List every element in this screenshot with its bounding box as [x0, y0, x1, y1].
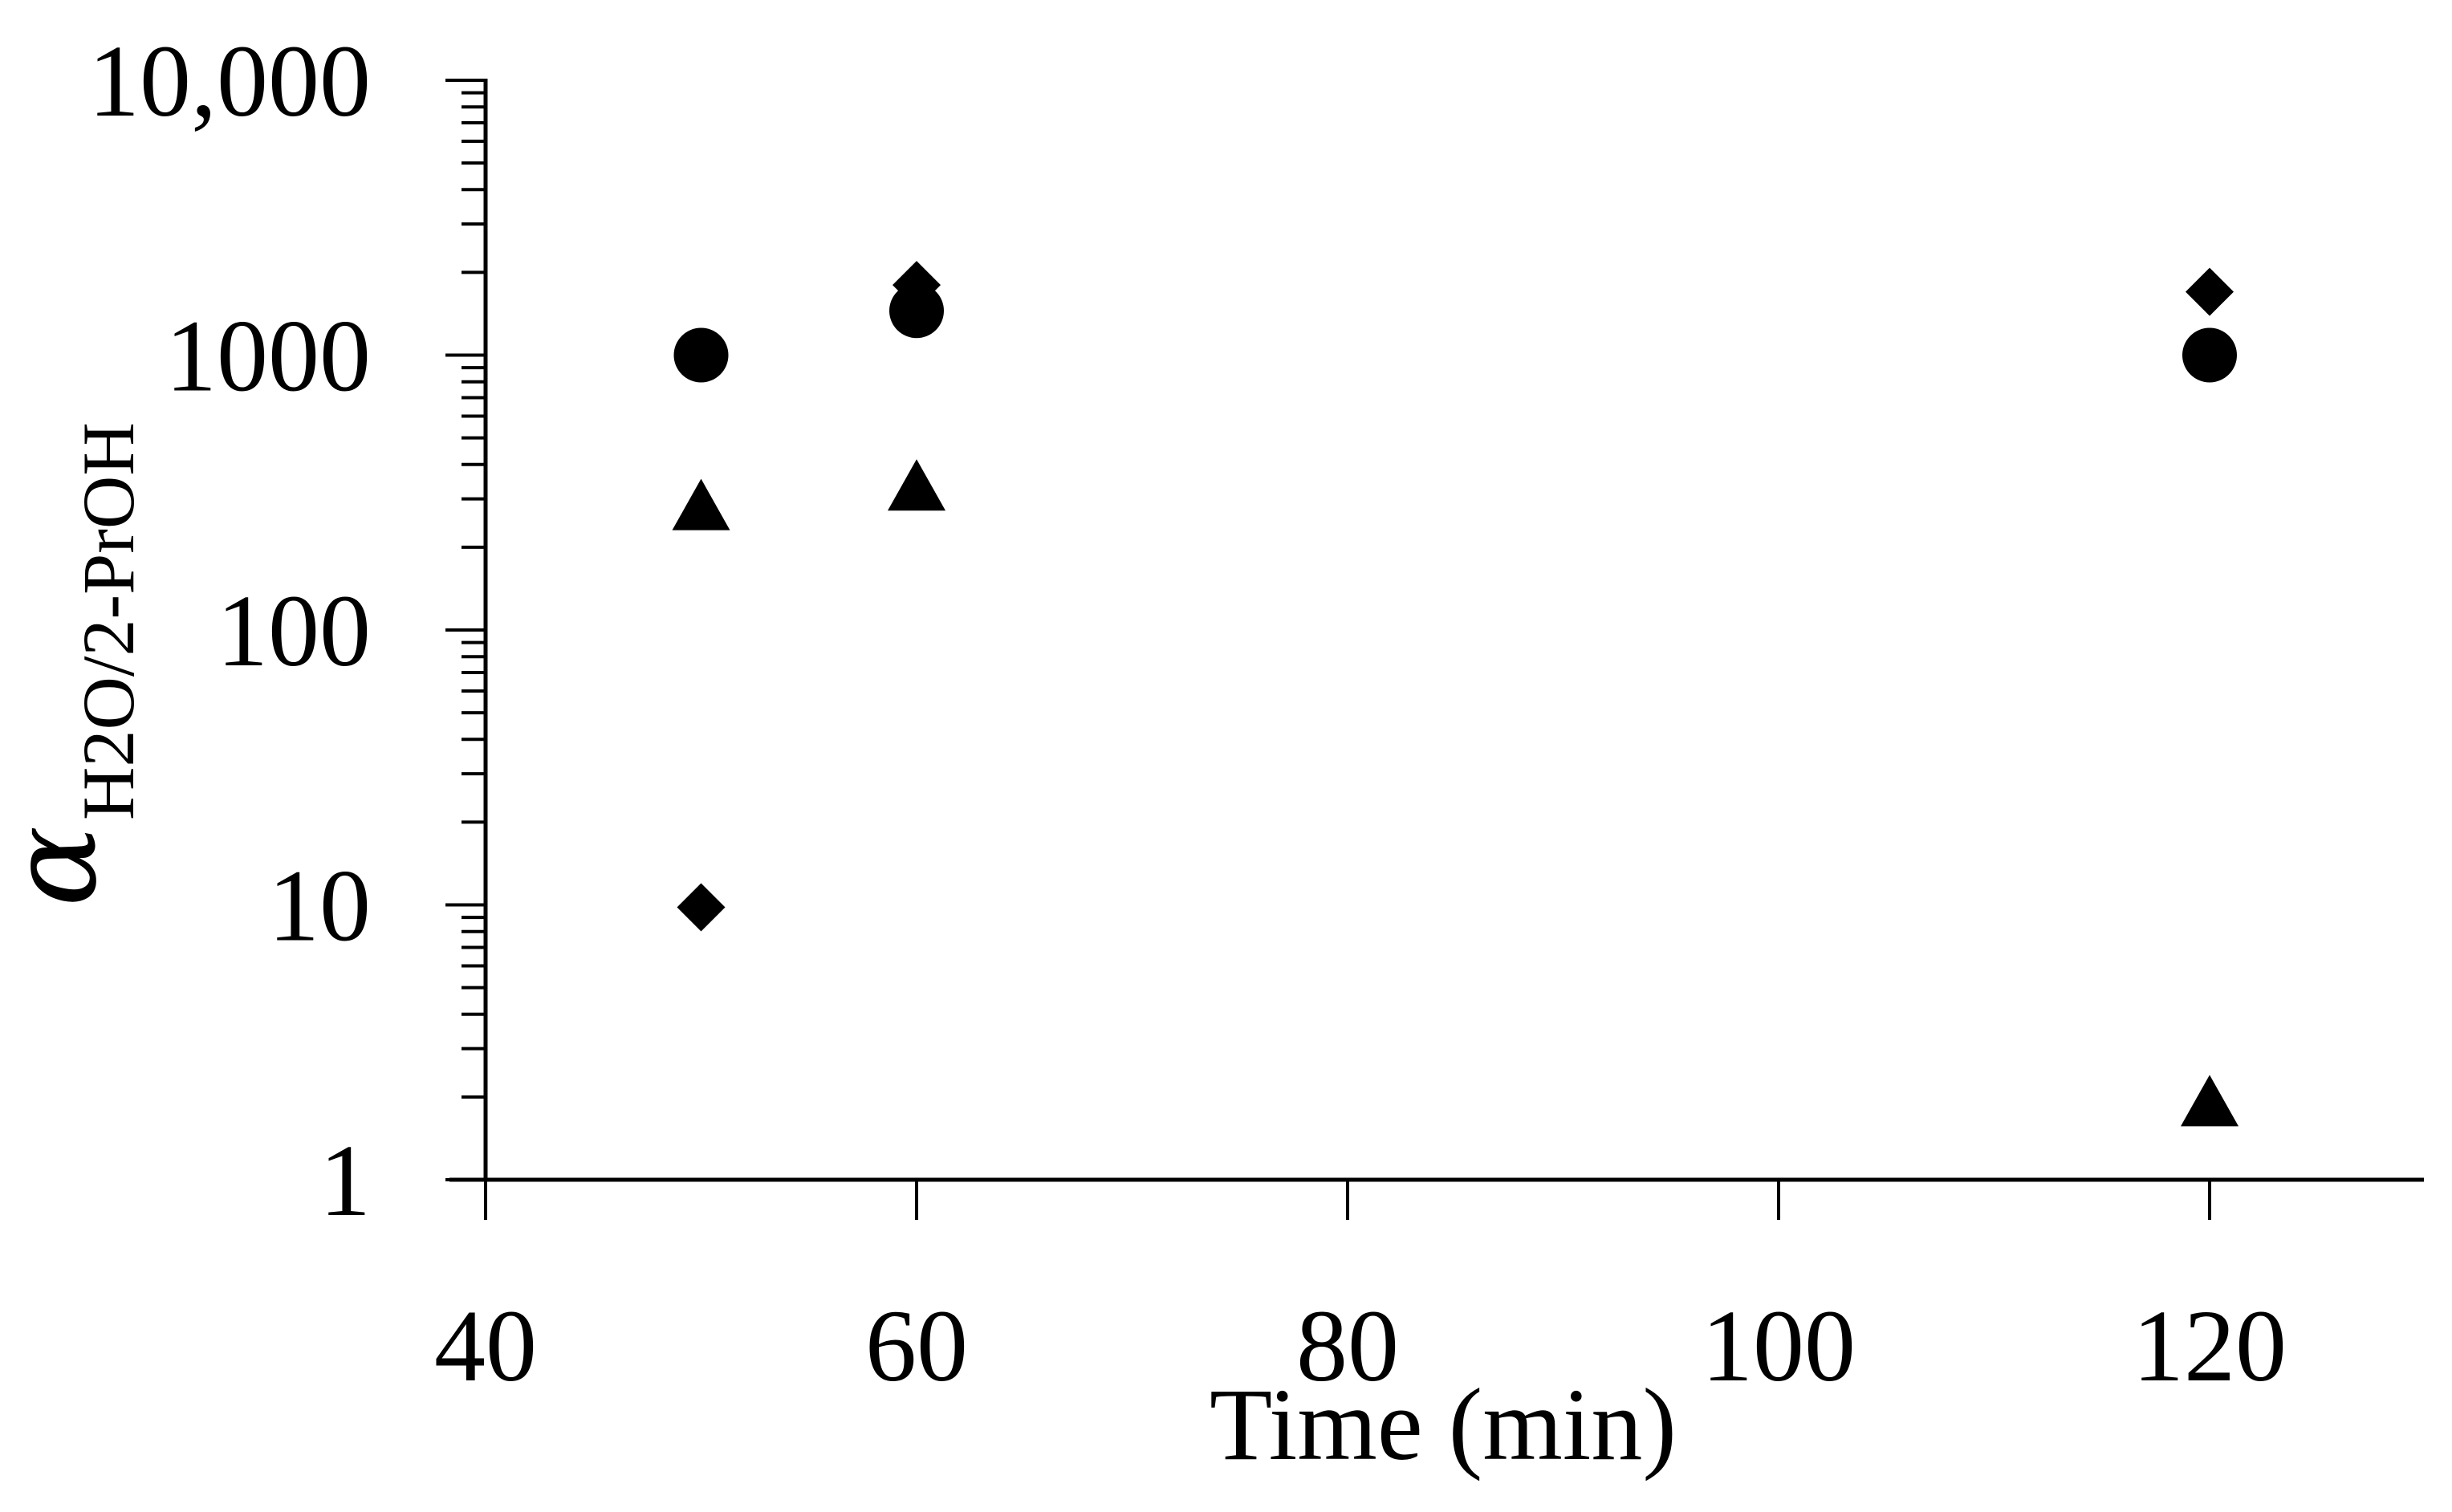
x-tick-label: 80 — [1296, 1289, 1399, 1403]
x-tick-label: 100 — [1702, 1289, 1856, 1403]
data-point-triangle — [672, 478, 730, 530]
y-axis-title-symbol: α — [0, 826, 124, 907]
y-tick-label: 10,000 — [88, 24, 371, 138]
data-point-triangle — [888, 459, 945, 511]
y-axis-title: α H2O/2-PrOH — [0, 422, 149, 907]
x-ticks — [484, 1180, 2211, 1220]
y-tick-label: 10 — [268, 849, 371, 963]
data-point-circle — [2182, 327, 2237, 383]
data-point-diamond — [677, 883, 726, 932]
x-tick-label: 120 — [2133, 1289, 2287, 1403]
x-tick-label: 40 — [434, 1289, 537, 1403]
y-tick-label: 1000 — [165, 299, 371, 413]
chart-axes — [449, 79, 2424, 1182]
y-tick-label: 1 — [319, 1124, 371, 1238]
x-axis-title: Time (min) — [1210, 1368, 1677, 1482]
x-tick-labels: 40 60 80 100 120 — [434, 1289, 2287, 1403]
data-point-circle — [673, 327, 729, 383]
y-tick-label: 100 — [217, 574, 371, 688]
y-axis-title-subscript: H2O/2-PrOH — [67, 422, 149, 820]
x-tick-label: 60 — [865, 1289, 968, 1403]
data-point-diamond — [2186, 267, 2234, 316]
data-points — [672, 261, 2239, 1127]
data-point-triangle — [2181, 1075, 2239, 1127]
data-point-circle — [889, 283, 944, 339]
y-ticks — [445, 79, 486, 1181]
y-tick-labels: 1 10 100 1000 10,000 — [88, 24, 371, 1238]
